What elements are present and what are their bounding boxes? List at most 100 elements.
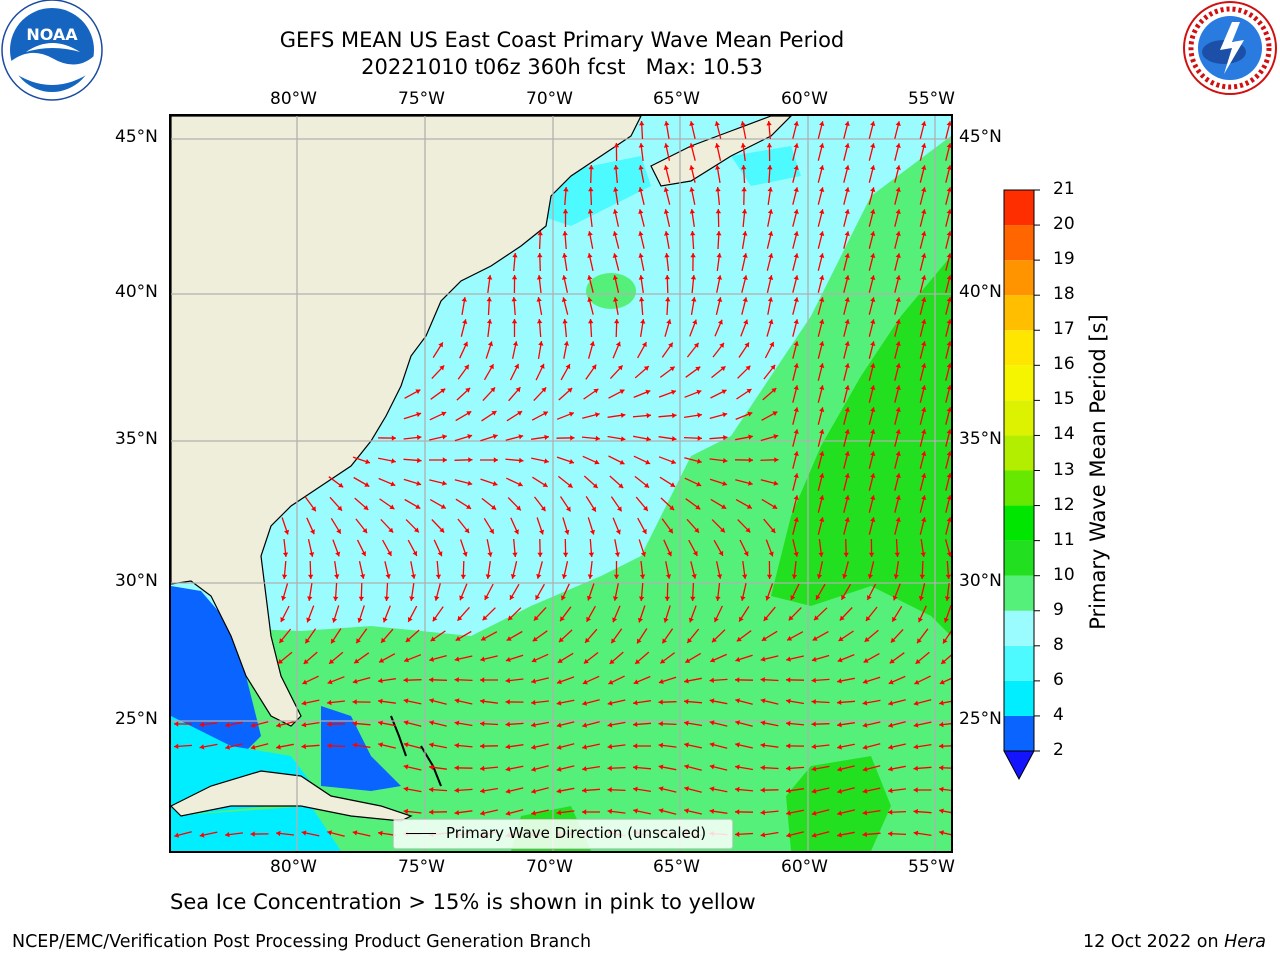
wave-direction-arrowhead — [786, 765, 791, 771]
wave-direction-arrowhead — [921, 275, 927, 280]
wave-direction-arrowhead — [721, 504, 727, 509]
colorbar-tick-label: 4 — [1053, 704, 1064, 725]
wave-direction-arrowhead — [511, 319, 518, 324]
land-bahamas — [390, 715, 407, 757]
wave-direction-arrowhead — [362, 528, 368, 534]
wave-direction-arrowhead — [588, 552, 595, 557]
wave-direction-arrowhead — [199, 832, 205, 838]
wave-direction-arrowhead — [819, 165, 825, 170]
wave-direction-arrowhead — [793, 429, 799, 434]
wave-direction-arrowhead — [793, 552, 799, 557]
wave-direction-arrowhead — [811, 656, 817, 662]
wave-direction-arrowhead — [786, 720, 791, 727]
wave-direction-arrowhead — [531, 744, 536, 750]
wave-period-map: Primary Wave Direction (unscaled) — [169, 114, 953, 853]
wave-direction-arrowhead — [403, 786, 409, 792]
wave-direction-arrowhead — [715, 596, 721, 601]
wave-direction-arrowhead — [862, 831, 867, 838]
wave-direction-arrowhead — [225, 744, 230, 750]
wave-direction-arrowhead — [793, 341, 799, 346]
wave-direction-arrowhead — [920, 552, 926, 557]
wave-direction-arrowhead — [225, 722, 230, 728]
wave-direction-arrowhead — [888, 831, 893, 837]
wave-direction-arrowhead — [562, 231, 568, 236]
wave-direction-arrowhead — [892, 595, 898, 601]
wave-direction-arrowhead — [694, 527, 699, 533]
wave-direction-arrowhead — [429, 677, 434, 683]
wave-direction-arrowhead — [429, 742, 434, 748]
wave-direction-arrowhead — [360, 574, 366, 579]
wave-direction-arrowhead — [870, 231, 876, 236]
wave-direction-arrowhead — [658, 721, 663, 727]
wave-direction-arrowhead — [722, 457, 728, 464]
wave-direction-arrowhead — [334, 574, 340, 579]
wave-direction-arrowhead — [658, 699, 663, 705]
wave-direction-arrowhead — [607, 722, 613, 728]
wave-direction-arrowhead — [819, 341, 825, 346]
wave-direction-arrowhead — [895, 297, 901, 302]
wave-direction-arrowhead — [665, 574, 672, 579]
wave-direction-arrowhead — [709, 677, 714, 683]
footer-machine: Hera — [1224, 932, 1266, 952]
lat-label-left: 25°N — [115, 709, 158, 729]
noaa-logo: NOAA — [1, 0, 103, 101]
wave-direction-arrowhead — [684, 742, 689, 748]
wave-direction-arrowhead — [709, 808, 715, 814]
wave-direction-arrowhead — [720, 527, 725, 533]
wave-direction-arrowhead — [489, 528, 494, 534]
wave-direction-arrowhead — [505, 766, 511, 772]
wave-direction-arrowhead — [844, 473, 850, 478]
lat-label-left: 30°N — [115, 571, 158, 591]
wave-direction-arrowhead — [352, 830, 358, 836]
wave-direction-arrowhead — [638, 275, 644, 280]
wave-direction-arrowhead — [791, 574, 798, 579]
wave-direction-arrowhead — [279, 638, 285, 643]
wave-direction-arrowhead — [684, 786, 689, 792]
wave-direction-arrowhead — [562, 253, 568, 258]
wave-direction-arrowhead — [793, 363, 799, 368]
wave-direction-arrowhead — [793, 407, 799, 412]
wave-direction-arrowhead — [870, 209, 876, 214]
wave-direction-arrowhead — [696, 389, 702, 395]
colorbar — [1003, 189, 1040, 781]
wave-direction-arrowhead — [867, 595, 872, 600]
wave-direction-arrowhead — [658, 808, 664, 814]
wave-direction-arrowhead — [811, 721, 816, 727]
wave-direction-arrowhead — [660, 658, 666, 664]
wave-direction-arrowhead — [837, 678, 842, 684]
wave-direction-arrowhead — [946, 319, 951, 324]
wave-direction-arrowhead — [556, 700, 562, 706]
wave-direction-arrowhead — [480, 677, 485, 683]
wave-direction-arrowhead — [403, 808, 408, 815]
wave-direction-arrowhead — [819, 517, 825, 522]
wave-direction-arrowhead — [331, 638, 336, 644]
wave-direction-arrowhead — [760, 656, 766, 662]
wave-direction-arrowhead — [691, 574, 697, 579]
colorbar-tick-label: 16 — [1053, 354, 1075, 375]
lon-label-top: 75°W — [398, 89, 445, 109]
wave-direction-arrowhead — [715, 187, 721, 192]
wave-direction-arrowhead — [464, 364, 469, 370]
wave-direction-arrowhead — [303, 659, 309, 664]
wave-direction-arrowhead — [895, 341, 901, 346]
wave-direction-arrowhead — [608, 679, 614, 685]
wave-direction-arrowhead — [301, 722, 307, 728]
wave-direction-arrowhead — [895, 253, 901, 258]
wave-direction-arrowhead — [919, 574, 925, 579]
wave-direction-arrowhead — [684, 678, 689, 684]
wave-direction-arrowhead — [378, 720, 383, 726]
wave-direction-arrowhead — [464, 528, 470, 533]
wave-direction-arrowhead — [692, 550, 698, 556]
wave-direction-arrowhead — [742, 574, 748, 579]
wave-direction-arrowhead — [870, 165, 876, 170]
wave-direction-arrowhead — [811, 810, 817, 816]
wave-direction-arrowhead — [493, 457, 498, 463]
wave-direction-arrowhead — [844, 165, 850, 170]
wave-direction-arrowhead — [612, 617, 618, 623]
wave-direction-arrowhead — [491, 504, 497, 510]
wave-direction-arrowhead — [403, 720, 409, 726]
wave-direction-arrowhead — [760, 809, 765, 816]
wave-direction-arrowhead — [917, 638, 922, 644]
wave-direction-arrowhead — [735, 742, 740, 748]
wave-direction-arrowhead — [740, 596, 746, 601]
